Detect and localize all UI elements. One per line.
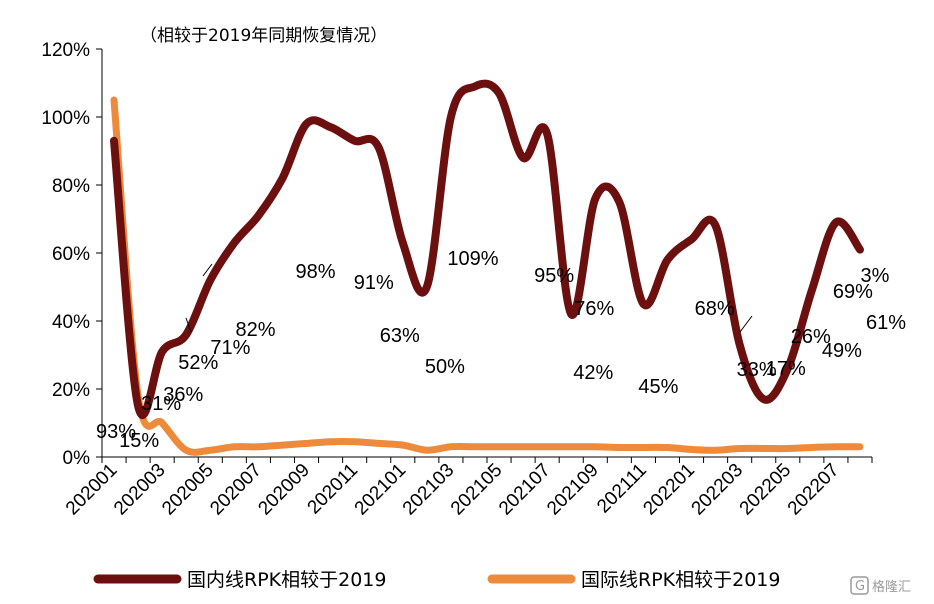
data-label: 31% [141, 393, 181, 415]
y-tick-label: 0% [63, 448, 91, 469]
data-label: 82% [235, 319, 275, 341]
data-label: 52% [178, 352, 218, 374]
x-tick-label: 202207 [784, 460, 844, 520]
x-tick-label: 202011 [304, 460, 363, 519]
data-label: 76% [574, 298, 614, 320]
leader-line [202, 263, 213, 277]
y-axis: 0% 20% 40% 60% 80% 100% 120% [41, 40, 103, 469]
data-label: 69% [833, 281, 873, 303]
legend-label-domestic: 国内线RPK相较于2019 [187, 569, 386, 591]
series-line-domestic [110, 79, 864, 419]
watermark-logo-icon [850, 576, 869, 595]
data-labels: 93%15% 31%36% 52%71%82% 98% 91% 63%50% 109% 95%… [96, 248, 906, 452]
y-tick-label: 60% [52, 244, 90, 265]
data-label: 93% [96, 421, 136, 443]
data-label: 45% [638, 376, 678, 398]
x-tick-label: 202201 [639, 460, 699, 520]
leader-line [185, 317, 192, 333]
x-tick-label: 202009 [254, 460, 314, 520]
x-tick-label: 202205 [736, 460, 796, 520]
y-tick-label: 80% [52, 176, 90, 197]
data-label: 26% [791, 326, 831, 348]
x-axis: 2020012020032020052020072020092020112021… [62, 456, 873, 520]
data-label: 98% [296, 261, 336, 283]
x-tick-label: 202005 [158, 460, 218, 520]
data-label: 36% [163, 384, 203, 406]
x-tick-label: 202103 [399, 460, 459, 520]
data-label: 68% [695, 298, 735, 320]
data-label: 33% [737, 359, 777, 381]
series-line-international [110, 96, 864, 456]
data-label: 3% [861, 265, 890, 287]
data-label: 50% [425, 356, 465, 378]
data-label: 91% [354, 272, 394, 294]
leader-line [739, 315, 753, 333]
data-label: 95% [534, 265, 574, 287]
series-layer [110, 79, 864, 456]
x-tick-label: 202101 [351, 460, 411, 520]
data-label: 49% [822, 340, 862, 362]
x-tick-label: 202203 [688, 460, 748, 520]
watermark-text: 格隆汇 [872, 579, 911, 595]
y-tick-label: 120% [41, 40, 90, 61]
watermark-logo-glyph: G [855, 579, 865, 594]
data-label: 17% [766, 358, 806, 380]
data-label: 71% [210, 337, 250, 359]
x-tick-label: 202003 [110, 460, 170, 520]
chart-title: （相较于2019年同期恢复情况） [140, 26, 387, 46]
x-tick-label: 202105 [447, 460, 507, 520]
y-tick-label: 100% [41, 108, 90, 129]
data-label: 61% [866, 312, 906, 334]
legend: 国内线RPK相较于2019 国际线RPK相较于2019 [93, 569, 780, 591]
data-label: 63% [380, 325, 420, 347]
watermark: G 格隆汇 [850, 576, 911, 595]
data-label: 109% [447, 248, 498, 270]
data-label: 15% [119, 430, 159, 452]
y-tick-label: 20% [52, 380, 90, 401]
legend-label-international: 国际线RPK相较于2019 [581, 569, 780, 591]
x-tick-label: 202007 [206, 460, 266, 520]
y-tick-label: 40% [52, 312, 90, 333]
x-tick-label: 202107 [495, 460, 555, 520]
x-tick-label: 202109 [543, 460, 603, 520]
data-label: 42% [573, 362, 613, 384]
